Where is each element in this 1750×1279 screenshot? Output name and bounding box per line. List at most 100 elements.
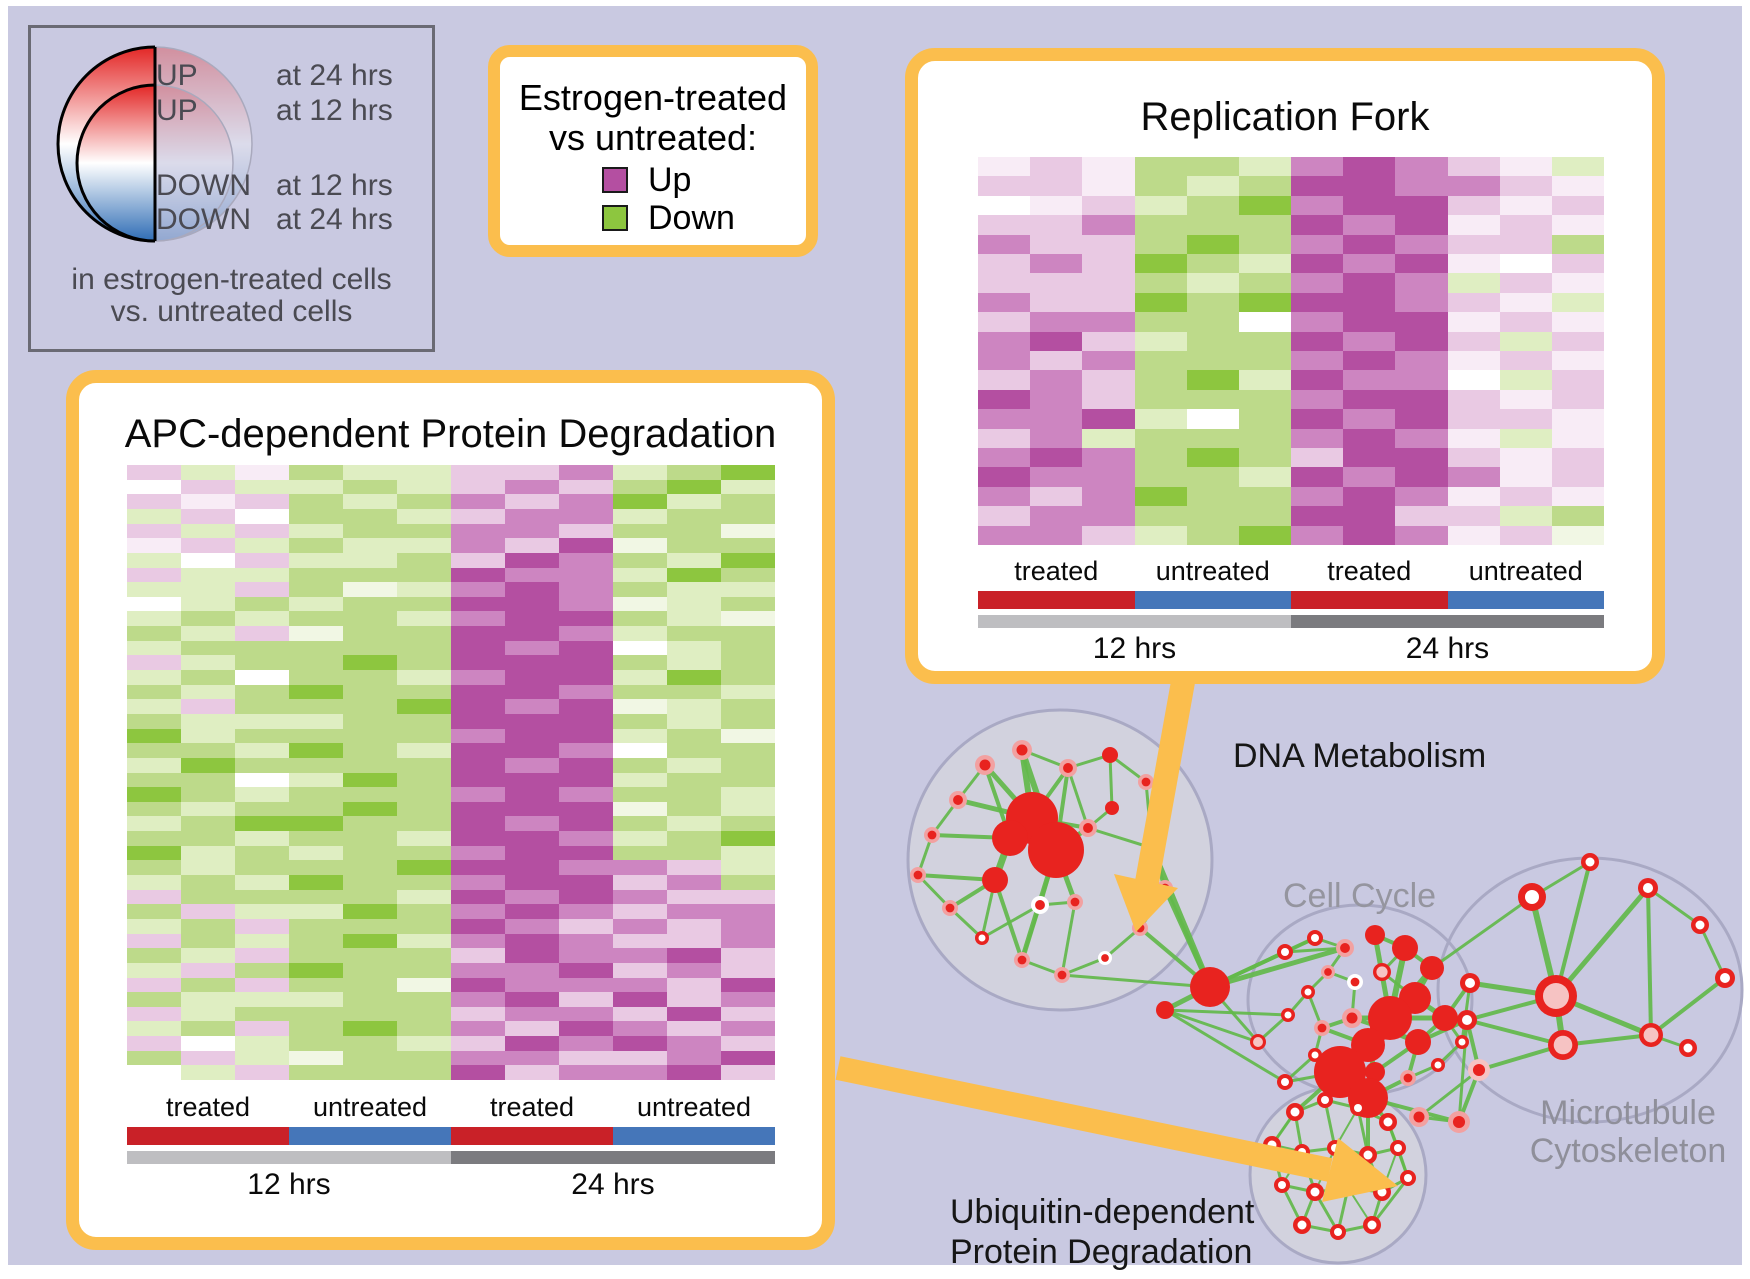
- heatmap-cell: [978, 467, 1031, 487]
- heatmap-cell: [613, 523, 667, 539]
- heatmap-cell: [397, 801, 451, 817]
- heatmap-cell: [289, 567, 343, 583]
- heatmap-cell: [505, 1065, 559, 1080]
- heatmap-cell: [978, 409, 1031, 429]
- heatmap-cell: [505, 962, 559, 978]
- heatmap-cell: [721, 465, 775, 480]
- heatmap-cell: [343, 860, 397, 875]
- heatmap-cell: [978, 292, 1031, 313]
- heatmap-cell: [1551, 331, 1604, 351]
- heatmap-cell: [127, 626, 181, 641]
- heatmap-cell: [397, 948, 451, 963]
- apc-degradation-heatmap: [127, 465, 775, 1080]
- heatmap-cell: [397, 757, 451, 773]
- heatmap-cell: [1082, 350, 1135, 371]
- condition-bar-segment: [451, 1127, 613, 1145]
- heatmap-cell: [1499, 195, 1552, 216]
- heatmap-cell: [1291, 176, 1344, 196]
- heatmap-cell: [667, 611, 721, 627]
- heatmap-cell: [181, 640, 235, 656]
- heatmap-cell: [127, 1021, 181, 1037]
- heatmap-cell: [1238, 389, 1291, 410]
- heatmap-cell: [397, 728, 451, 744]
- network-node: [982, 867, 1008, 893]
- heatmap-cell: [1343, 409, 1396, 429]
- heatmap-cell: [559, 699, 613, 714]
- time-color-bar: [978, 615, 1604, 628]
- heatmap-cell: [667, 582, 721, 597]
- heatmap-cell: [613, 699, 667, 714]
- network-edge: [1209, 945, 1346, 990]
- heatmap-cell: [613, 757, 667, 773]
- heatmap-cell: [1134, 428, 1187, 448]
- network-node: [1458, 1038, 1466, 1046]
- heatmap-cell: [397, 889, 451, 905]
- heatmap-cell: [978, 331, 1031, 351]
- heatmap-cell: [235, 845, 289, 861]
- heatmap-cell: [1499, 370, 1552, 390]
- heatmap-cell: [1082, 370, 1135, 390]
- heatmap-cell: [1447, 234, 1500, 254]
- heatmap-cell: [559, 757, 613, 773]
- heatmap-cell: [1238, 409, 1291, 429]
- cluster-label-text: Cell Cycle: [1283, 877, 1437, 915]
- heatmap-cell: [235, 1065, 289, 1080]
- heatmap-cell: [343, 743, 397, 758]
- time-label: at 12 hrs: [276, 169, 393, 202]
- network-edge: [1646, 887, 1653, 1036]
- heatmap-cell: [289, 523, 343, 539]
- heatmap-cell: [1447, 253, 1500, 274]
- heatmap-cell: [1238, 506, 1291, 526]
- network-edge: [1647, 886, 1701, 927]
- heatmap-cell: [667, 567, 721, 583]
- time-label: 12 hrs: [1092, 632, 1177, 665]
- time-bar-segment: [978, 615, 1291, 628]
- heatmap-cell: [235, 904, 289, 919]
- network-node: [953, 795, 963, 805]
- heatmap-cell: [1343, 428, 1396, 448]
- heatmap-cell: [235, 772, 289, 788]
- heatmap-cell: [181, 962, 235, 978]
- heatmap-cell: [235, 552, 289, 568]
- network-node: [1290, 1107, 1300, 1117]
- heatmap-cell: [1082, 389, 1135, 410]
- heatmap-cell: [1395, 525, 1448, 545]
- heatmap-cell: [613, 552, 667, 568]
- heatmap-cell: [181, 582, 235, 597]
- heatmap-cell: [235, 494, 289, 509]
- network-node: [1413, 1111, 1425, 1123]
- heatmap-cell: [127, 523, 181, 539]
- condition-bar-segment: [978, 591, 1135, 609]
- key-item-up: Up: [602, 163, 691, 197]
- network-node: [1321, 1096, 1329, 1104]
- heatmap-cell: [559, 992, 613, 1007]
- heatmap-cell: [451, 831, 505, 846]
- heatmap-cell: [181, 831, 235, 846]
- heatmap-cell: [505, 860, 559, 875]
- ring-legend-caption-line1: in estrogen-treated cells: [71, 263, 392, 296]
- heatmap-cell: [613, 1065, 667, 1080]
- network-node: [1324, 968, 1332, 976]
- heatmap-cell: [1238, 292, 1291, 313]
- heatmap-cell: [1395, 350, 1448, 371]
- heatmap-cell: [181, 860, 235, 875]
- heatmap-cell: [1082, 273, 1135, 293]
- heatmap-cell: [1447, 467, 1500, 487]
- heatmap-cell: [559, 479, 613, 495]
- network-edge: [1020, 904, 1042, 961]
- heatmap-cell: [1343, 467, 1396, 487]
- heatmap-cell: [1551, 350, 1604, 371]
- heatmap-cell: [1030, 409, 1083, 429]
- heatmap-cell: [181, 567, 235, 583]
- heatmap-cell: [1082, 428, 1135, 448]
- network-node: [1392, 935, 1418, 961]
- heatmap-cell: [721, 567, 775, 583]
- heatmap-cell: [397, 1006, 451, 1022]
- network-node: [1346, 1012, 1358, 1024]
- heatmap-cell: [289, 933, 343, 949]
- heatmap-cell: [1447, 370, 1500, 390]
- heatmap-cell: [127, 699, 181, 714]
- network-node: [1643, 1027, 1659, 1043]
- heatmap-cell: [451, 1065, 505, 1080]
